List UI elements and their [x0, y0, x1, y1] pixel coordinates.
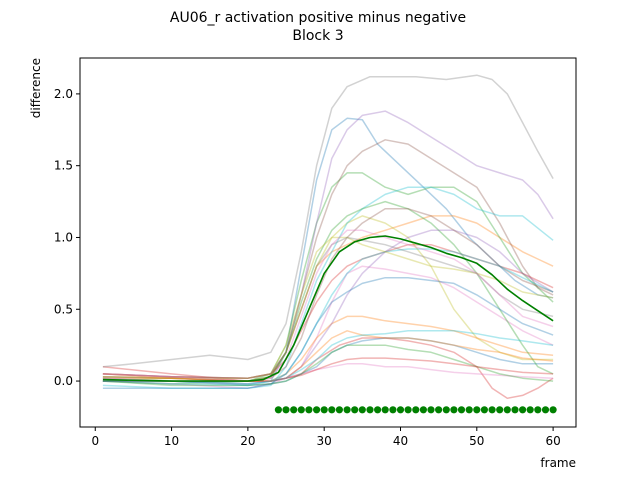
- significance-marker-32: [511, 406, 519, 414]
- y-tick-label: 0.0: [54, 374, 73, 388]
- significance-marker-3: [290, 406, 298, 414]
- significance-marker-10: [343, 406, 351, 414]
- significance-marker-33: [519, 406, 527, 414]
- significance-marker-19: [412, 406, 420, 414]
- series-line-2: [102, 215, 554, 379]
- significance-marker-13: [366, 406, 374, 414]
- significance-marker-5: [305, 406, 313, 414]
- x-tick-label: 20: [240, 434, 255, 448]
- significance-marker-11: [351, 406, 359, 414]
- x-tick-label: 10: [164, 434, 179, 448]
- y-axis-label: difference: [29, 58, 43, 118]
- series-line-21: [102, 236, 554, 379]
- series-line-17: [102, 363, 554, 385]
- y-tick-label: 2.0: [54, 87, 73, 101]
- significance-marker-36: [541, 406, 550, 414]
- series-line-10: [102, 186, 554, 389]
- series-line-24: [102, 357, 554, 382]
- significance-marker-28: [480, 406, 488, 414]
- significance-marker-23: [442, 406, 450, 414]
- significance-marker-16: [389, 406, 397, 414]
- significance-marker-12: [358, 406, 366, 414]
- plot-area-frame: [79, 57, 577, 428]
- significance-marker-8: [328, 406, 336, 414]
- significance-marker-17: [396, 406, 405, 414]
- significance-marker-27: [473, 406, 481, 414]
- significance-marker-21: [427, 406, 435, 414]
- x-tick-label: 50: [469, 434, 484, 448]
- significance-markers: [274, 406, 557, 414]
- significance-marker-29: [488, 406, 496, 414]
- significance-marker-9: [335, 406, 343, 414]
- significance-marker-15: [381, 406, 389, 414]
- y-tick-label: 1.0: [54, 230, 73, 244]
- series-line-22: [102, 276, 554, 389]
- series-line-7: [102, 265, 554, 389]
- significance-marker-30: [496, 406, 504, 414]
- series-line-18: [102, 248, 554, 387]
- significance-marker-20: [419, 406, 427, 414]
- significance-marker-31: [503, 406, 511, 414]
- significance-marker-6: [313, 406, 321, 414]
- significance-marker-2: [282, 406, 290, 414]
- significance-marker-35: [534, 406, 542, 414]
- significance-marker-18: [404, 406, 412, 414]
- x-axis-ticks: 0 10 20 30 40 50 60: [91, 427, 561, 448]
- significance-marker-24: [450, 406, 458, 414]
- x-tick-label: 0: [91, 434, 99, 448]
- significance-marker-22: [435, 406, 443, 414]
- series-line-5: [102, 110, 554, 379]
- series-line-23: [102, 344, 554, 387]
- chart-subtitle: Block 3: [292, 28, 343, 44]
- series-line-1: [102, 117, 554, 385]
- series-line-25: [102, 330, 554, 385]
- series-line-20: [102, 330, 554, 382]
- mean-line: [102, 235, 554, 382]
- significance-marker-14: [374, 406, 382, 414]
- x-tick-label: 60: [545, 434, 560, 448]
- series-layer: [102, 74, 554, 400]
- series-line-12: [102, 315, 554, 382]
- significance-marker-1: [274, 406, 282, 414]
- series-line-15: [102, 229, 554, 382]
- series-line-14: [102, 243, 554, 379]
- x-axis-label: frame: [540, 456, 576, 470]
- y-tick-label: 0.5: [54, 302, 73, 316]
- series-line-26: [102, 229, 554, 382]
- series-line-4: [102, 337, 554, 400]
- series-line-11: [102, 337, 554, 387]
- x-tick-label: 40: [393, 434, 408, 448]
- significance-marker-26: [465, 406, 473, 414]
- y-tick-label: 1.5: [54, 159, 73, 173]
- significance-marker-7: [320, 406, 328, 414]
- significance-marker-25: [457, 406, 466, 414]
- chart-title: AU06_r activation positive minus negativ…: [170, 10, 466, 26]
- significance-marker-34: [526, 406, 534, 414]
- series-line-3: [102, 172, 554, 385]
- significance-marker-4: [297, 406, 305, 414]
- series-line-8: [102, 74, 554, 368]
- x-tick-label: 30: [317, 434, 332, 448]
- significance-marker-37: [549, 406, 557, 414]
- series-line-16: [102, 208, 554, 382]
- y-axis-ticks: 0.0 0.5 1.0 1.5 2.0: [54, 87, 80, 388]
